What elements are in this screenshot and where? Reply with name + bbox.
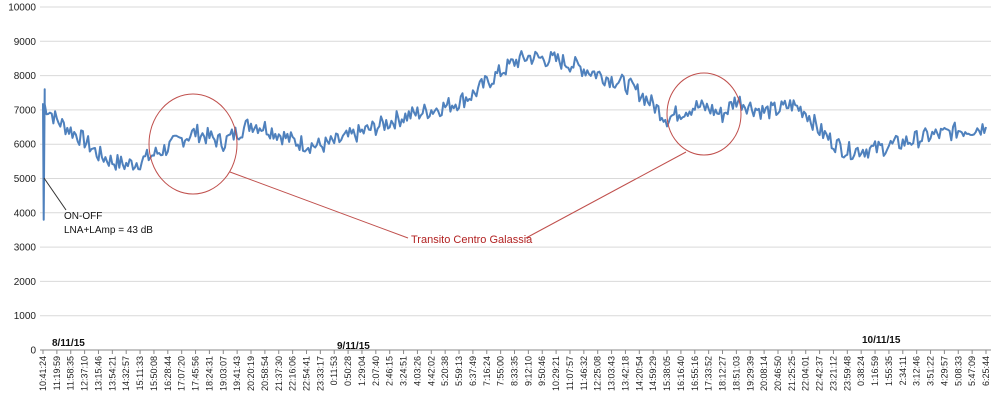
x-tick-label: 19:41:43 bbox=[232, 356, 242, 391]
x-tick-label: 14:32:57 bbox=[121, 356, 131, 391]
x-tick-label: 14:59:29 bbox=[648, 356, 658, 391]
y-tick-label: 9000 bbox=[14, 37, 37, 48]
transit-circle-1 bbox=[148, 93, 238, 195]
x-tick-label: 14:20:54 bbox=[634, 356, 644, 391]
x-tick-label: 17:45:56 bbox=[191, 356, 201, 391]
x-axis-ticks: 10:41:24 11:19:59 11:58:35 12:37:10 13:15:46… bbox=[38, 350, 991, 391]
gridlines bbox=[40, 6, 991, 317]
x-tick-label: 20:58:54 bbox=[260, 356, 270, 391]
x-tick-label: 1:16:59 bbox=[870, 356, 880, 386]
x-tick-label: 5:47:09 bbox=[967, 356, 977, 386]
x-tick-label: 23:33:17 bbox=[315, 356, 325, 391]
note-lna-gain: LNA+LAmp = 43 dB bbox=[64, 225, 153, 236]
x-tick-label: 15:11:33 bbox=[135, 356, 145, 390]
x-tick-label: 13:54:21 bbox=[107, 356, 117, 391]
x-tick-label: 3:51:22 bbox=[926, 356, 936, 386]
x-tick-label: 22:54:41 bbox=[301, 356, 311, 391]
x-tick-label: 18:12:27 bbox=[718, 356, 728, 391]
x-tick-label: 6:25:44 bbox=[981, 356, 991, 386]
x-tick-label: 22:04:01 bbox=[801, 356, 811, 391]
y-tick-label: 0 bbox=[30, 346, 36, 357]
x-tick-label: 0:11:53 bbox=[329, 356, 339, 385]
y-tick-label: 7000 bbox=[14, 105, 37, 116]
x-tick-label: 23:21:12 bbox=[828, 356, 838, 391]
transit-pointer-right bbox=[525, 151, 687, 239]
x-tick-label: 11:07:57 bbox=[565, 356, 575, 390]
x-tick-label: 23:59:48 bbox=[842, 356, 852, 391]
date-label-1: 8/11/15 bbox=[52, 338, 85, 349]
x-tick-label: 2:34:11 bbox=[898, 356, 908, 385]
x-tick-label: 21:25:25 bbox=[787, 356, 797, 391]
x-tick-label: 11:19:59 bbox=[52, 356, 62, 390]
x-tick-label: 13:03:43 bbox=[607, 356, 617, 391]
x-tick-label: 4:29:57 bbox=[939, 356, 949, 386]
x-tick-label: 11:58:35 bbox=[66, 356, 76, 390]
x-tick-label: 17:07:20 bbox=[177, 356, 187, 391]
x-tick-label: 16:16:40 bbox=[676, 356, 686, 391]
x-tick-label: 17:33:52 bbox=[704, 356, 714, 391]
x-tick-label: 5:20:38 bbox=[440, 356, 450, 386]
x-tick-label: 4:42:02 bbox=[426, 356, 436, 386]
x-tick-label: 22:16:06 bbox=[288, 356, 298, 391]
x-tick-label: 20:20:19 bbox=[246, 356, 256, 391]
note-pointer-line bbox=[43, 177, 67, 211]
x-tick-label: 10:41:24 bbox=[38, 356, 48, 391]
x-tick-label: 21:37:30 bbox=[274, 356, 284, 391]
x-tick-label: 8:33:35 bbox=[510, 356, 520, 386]
transit-label: Transito Centro Galassia bbox=[411, 234, 533, 246]
x-tick-label: 19:03:07 bbox=[218, 356, 228, 391]
x-tick-label: 15:38:05 bbox=[662, 356, 672, 391]
x-tick-label: 19:29:39 bbox=[745, 356, 755, 391]
x-tick-label: 16:28:44 bbox=[163, 356, 173, 391]
note-on-off: ON-OFF bbox=[64, 211, 102, 222]
x-tick-label: 0:38:24 bbox=[856, 356, 866, 386]
x-tick-label: 3:12:46 bbox=[912, 356, 922, 386]
x-tick-label: 16:55:16 bbox=[690, 356, 700, 391]
x-tick-label: 0:50:28 bbox=[343, 356, 353, 386]
x-tick-label: 10:29:21 bbox=[551, 356, 561, 391]
annotations: 8/11/15 9/11/15 10/11/15 ON-OFF LNA+LAmp… bbox=[43, 72, 901, 352]
x-tick-label: 18:24:31 bbox=[204, 356, 214, 391]
x-tick-label: 11:46:32 bbox=[579, 356, 589, 390]
x-tick-label: 20:46:50 bbox=[773, 356, 783, 391]
y-tick-label: 5000 bbox=[14, 174, 37, 185]
x-tick-label: 22:42:37 bbox=[815, 356, 825, 391]
x-tick-label: 13:15:46 bbox=[93, 356, 103, 391]
x-tick-label: 9:50:46 bbox=[537, 356, 547, 386]
y-tick-label: 10000 bbox=[8, 3, 36, 14]
y-tick-label: 3000 bbox=[14, 243, 37, 254]
x-tick-label: 15:50:08 bbox=[149, 356, 159, 391]
x-tick-label: 13:42:18 bbox=[620, 356, 630, 391]
x-tick-label: 12:25:08 bbox=[593, 356, 603, 391]
y-tick-label: 4000 bbox=[14, 208, 37, 219]
x-tick-label: 12:37:10 bbox=[80, 356, 90, 391]
y-tick-label: 1000 bbox=[14, 311, 37, 322]
y-tick-label: 8000 bbox=[14, 71, 37, 82]
x-tick-label: 2:46:15 bbox=[385, 356, 395, 386]
x-tick-label: 5:59:13 bbox=[454, 356, 464, 386]
x-tick-label: 6:37:49 bbox=[468, 356, 478, 386]
y-tick-label: 2000 bbox=[14, 277, 37, 288]
x-tick-label: 3:24:51 bbox=[399, 356, 409, 386]
x-tick-label: 20:08:14 bbox=[759, 356, 769, 391]
x-tick-label: 9:12:10 bbox=[523, 356, 533, 386]
date-label-2: 9/11/15 bbox=[337, 341, 370, 352]
y-axis-ticks: 0 1000 2000 3000 4000 5000 6000 7000 8000 9000 100… bbox=[8, 3, 36, 357]
x-tick-label: 2:07:40 bbox=[371, 356, 381, 386]
x-tick-label: 1:55:35 bbox=[884, 356, 894, 386]
date-label-3: 10/11/15 bbox=[862, 335, 901, 346]
x-tick-label: 7:55:00 bbox=[496, 356, 506, 386]
transit-pointer-left bbox=[229, 171, 409, 239]
transit-circle-2 bbox=[666, 72, 742, 156]
x-tick-label: 4:03:26 bbox=[412, 356, 422, 386]
x-tick-label: 1:29:04 bbox=[357, 356, 367, 386]
series-line bbox=[42, 50, 987, 221]
x-tick-label: 18:51:03 bbox=[731, 356, 741, 391]
y-tick-label: 6000 bbox=[14, 140, 37, 151]
x-tick-label: 5:08:33 bbox=[953, 356, 963, 386]
x-tick-label: 7:16:24 bbox=[482, 356, 492, 386]
